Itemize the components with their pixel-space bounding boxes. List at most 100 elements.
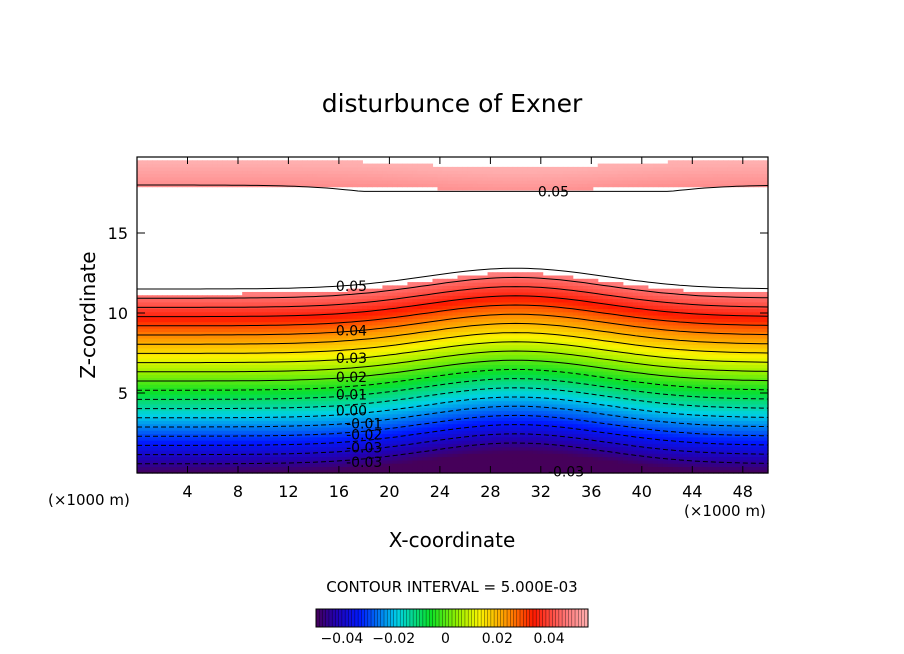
- contour-band-cell: [427, 387, 434, 392]
- contour-band-cell: [147, 357, 153, 362]
- contour-band-cell: [372, 338, 378, 342]
- contour-band-cell: [302, 459, 308, 464]
- contour-band-cell: [387, 380, 394, 385]
- contour-band-cell: [272, 180, 278, 184]
- contour-band-cell: [262, 338, 268, 342]
- contour-band-cell: [517, 361, 524, 365]
- contour-band-cell: [352, 163, 358, 168]
- contour-band-cell: [352, 331, 358, 336]
- contour-band-cell: [237, 430, 243, 435]
- contour-band-cell: [442, 351, 449, 356]
- contour-band-cell: [432, 426, 439, 431]
- contour-band-cell: [447, 394, 454, 398]
- contour-band-cell: [137, 463, 143, 468]
- contour-band-cell: [512, 370, 519, 375]
- contour-band-cell: [317, 370, 323, 375]
- contour-band-cell: [142, 459, 148, 464]
- contour-band-cell: [272, 160, 278, 165]
- contour-band-cell: [347, 357, 353, 362]
- contour-band-cell: [417, 301, 424, 306]
- contour-band-cell: [417, 291, 424, 296]
- contour-band-cell: [157, 417, 163, 421]
- contour-band-cell: [362, 469, 368, 474]
- contour-band-cell: [147, 456, 153, 461]
- contour-band-cell: [442, 453, 449, 458]
- contour-band-cell: [442, 420, 449, 425]
- contour-band-cell: [157, 364, 163, 369]
- contour-band-cell: [447, 305, 454, 310]
- contour-band-cell: [412, 453, 419, 458]
- contour-band-cell: [427, 423, 434, 428]
- contour-band-cell: [222, 334, 228, 339]
- contour-band-cell: [472, 407, 479, 412]
- contour-band-cell: [372, 364, 378, 369]
- contour-band-cell: [457, 183, 464, 188]
- contour-band-cell: [427, 311, 434, 316]
- contour-band-cell: [372, 413, 378, 418]
- contour-band-cell: [147, 338, 153, 342]
- contour-band-cell: [407, 328, 414, 333]
- contour-band-cell: [407, 357, 414, 362]
- contour-band-cell: [247, 384, 253, 389]
- contour-band-cell: [332, 344, 338, 349]
- contour-band-cell: [482, 357, 489, 362]
- contour-band-cell: [207, 341, 213, 346]
- contour-band-cell: [427, 403, 434, 408]
- contour-band-cell: [182, 469, 188, 474]
- contour-band-cell: [182, 374, 188, 379]
- contour-band-cell: [322, 347, 328, 352]
- contour-band-cell: [227, 180, 233, 184]
- contour-band-cell: [357, 459, 363, 464]
- contour-band-cell: [452, 331, 459, 336]
- contour-band-cell: [267, 423, 273, 428]
- contour-band-cell: [457, 328, 464, 333]
- contour-band-cell: [497, 449, 504, 454]
- contour-band-cell: [427, 443, 434, 448]
- contour-band-cell: [282, 298, 288, 303]
- contour-band-cell: [487, 453, 494, 458]
- contour-band-cell: [467, 420, 474, 425]
- contour-band-cell: [367, 426, 373, 431]
- contour-band-cell: [187, 410, 193, 415]
- contour-band-cell: [492, 449, 499, 454]
- contour-band-cell: [342, 166, 348, 171]
- contour-band-cell: [357, 456, 363, 461]
- contour-band-cell: [257, 341, 263, 346]
- contour-band-cell: [462, 347, 469, 352]
- contour-band-cell: [222, 166, 228, 171]
- contour-band-cell: [182, 318, 188, 323]
- contour-band-cell: [422, 446, 429, 451]
- contour-band-cell: [367, 466, 373, 471]
- contour-band-cell: [162, 430, 168, 435]
- contour-band-cell: [307, 298, 313, 303]
- contour-band-cell: [487, 420, 494, 425]
- contour-band-cell: [207, 390, 213, 395]
- contour-band-cell: [392, 466, 399, 471]
- contour-band-cell: [152, 413, 158, 418]
- contour-band-cell: [477, 285, 484, 290]
- contour-band-cell: [247, 361, 253, 365]
- contour-band-cell: [217, 347, 223, 352]
- contour-band-cell: [292, 318, 298, 323]
- contour-band-cell: [192, 163, 198, 168]
- contour-band-cell: [462, 367, 469, 372]
- contour-band-cell: [502, 347, 509, 352]
- contour-band-cell: [192, 440, 198, 444]
- contour-band-cell: [327, 295, 333, 300]
- contour-band-cell: [202, 440, 208, 444]
- contour-band-cell: [372, 367, 378, 372]
- contour-band-cell: [252, 166, 258, 171]
- contour-band-cell: [152, 347, 158, 352]
- contour-band-cell: [397, 311, 404, 316]
- contour-band-cell: [347, 351, 353, 356]
- contour-band-cell: [487, 413, 494, 418]
- contour-band-cell: [357, 433, 363, 438]
- contour-band-cell: [242, 387, 248, 392]
- contour-band-cell: [277, 436, 283, 441]
- contour-band-cell: [352, 295, 358, 300]
- contour-band-cell: [512, 390, 519, 395]
- contour-band-cell: [442, 374, 449, 379]
- contour-band-cell: [302, 324, 308, 329]
- contour-band-cell: [207, 420, 213, 425]
- contour-band-cell: [492, 328, 499, 333]
